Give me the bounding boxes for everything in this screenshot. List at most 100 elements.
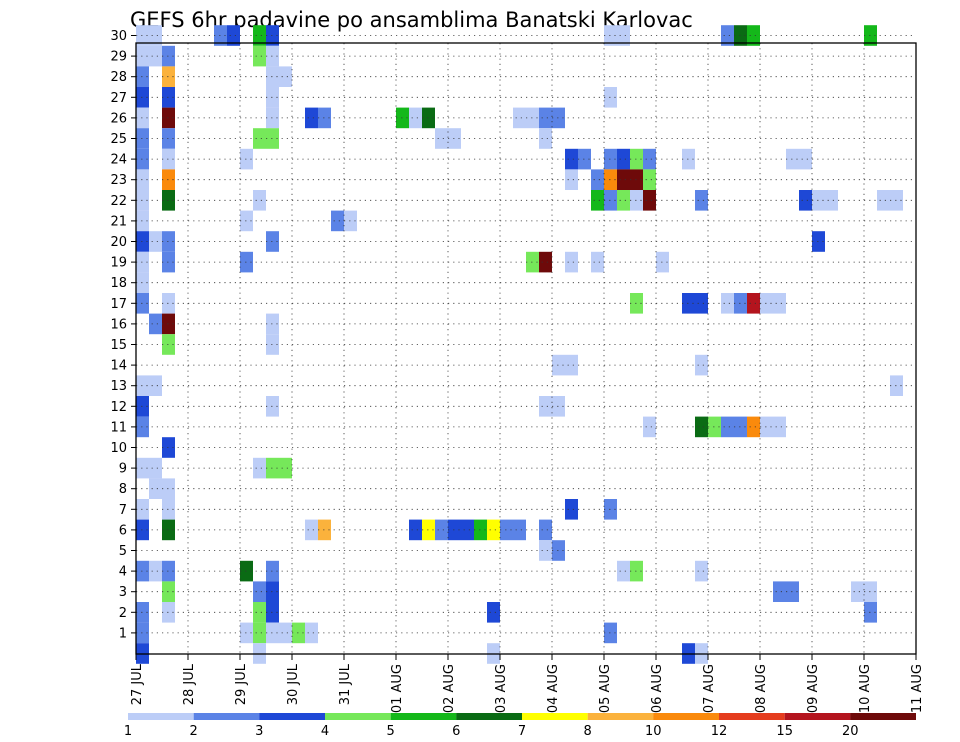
heatmap-cell (604, 499, 617, 520)
heatmap-cell (539, 107, 552, 129)
heatmap-cell (682, 148, 695, 170)
heatmap-cell (786, 581, 799, 602)
heatmap-cell (565, 251, 578, 273)
heatmap-cell (422, 519, 435, 541)
heatmap-cell (526, 251, 539, 273)
heatmap-cell (552, 540, 565, 561)
heatmap-cell (721, 293, 734, 314)
heatmap-cell (604, 622, 617, 644)
heatmap-cell (162, 519, 175, 541)
heatmap-cell (890, 375, 903, 396)
heatmap-cell (500, 519, 513, 541)
heatmap-cell (604, 190, 617, 211)
heatmap-cell (136, 66, 149, 87)
heatmap-cell (266, 313, 279, 335)
heatmap-cell (240, 210, 253, 232)
y-tick-label: 19 (110, 256, 127, 271)
heatmap-cell (136, 251, 149, 273)
y-tick-label: 5 (119, 544, 127, 559)
y-tick-label: 3 (119, 585, 127, 600)
y-tick-label: 26 (110, 111, 127, 126)
heatmap-cell (682, 293, 695, 314)
heatmap-cell (136, 87, 149, 108)
y-tick-label: 12 (110, 400, 127, 415)
heatmap-cell (656, 251, 669, 273)
heatmap-cell (136, 293, 149, 314)
y-tick-label: 24 (110, 153, 127, 168)
heatmap-cell (344, 210, 357, 232)
colorbar-swatch (259, 713, 325, 720)
y-tick-label: 11 (110, 420, 127, 435)
heatmap-cells (136, 25, 903, 664)
heatmap-cell (240, 560, 253, 582)
heatmap-cell (266, 107, 279, 129)
heatmap-cell (435, 519, 448, 541)
heatmap-cell (240, 251, 253, 273)
x-tick-label: 30 JUL (286, 663, 301, 705)
heatmap-cell (266, 560, 279, 582)
heatmap-cell (240, 622, 253, 644)
heatmap-cell (799, 190, 812, 211)
heatmap-cell (162, 148, 175, 170)
heatmap-cell (136, 169, 149, 190)
heatmap-cell (136, 210, 149, 232)
heatmap-cell (279, 66, 292, 87)
heatmap-cell (162, 293, 175, 314)
heatmap-cell (760, 416, 773, 438)
heatmap-cell (305, 107, 318, 129)
x-tick-label: 31 JUL (338, 663, 353, 705)
y-tick-label: 14 (110, 359, 127, 374)
heatmap-cell (149, 25, 162, 46)
heatmap-cell (136, 622, 149, 644)
y-tick-label: 15 (110, 338, 127, 353)
heatmap-cell (253, 190, 266, 211)
heatmap-cell (162, 128, 175, 149)
heatmap-cell (253, 622, 266, 644)
heatmap-cell (162, 478, 175, 499)
heatmap-cell (149, 478, 162, 499)
heatmap-cell (539, 519, 552, 541)
heatmap-cell (266, 622, 279, 644)
heatmap-cell (162, 313, 175, 335)
heatmap-cell (149, 560, 162, 582)
colorbar-label: 1 (124, 724, 132, 739)
y-tick-label: 1 (119, 626, 127, 641)
x-tick-label: 07 AUG (702, 664, 717, 713)
heatmap-cell (695, 293, 708, 314)
heatmap-cell (799, 148, 812, 170)
heatmap-cell (253, 25, 266, 46)
heatmap-cell (409, 107, 422, 129)
heatmap-cell (643, 416, 656, 438)
heatmap-cell (474, 519, 487, 541)
colorbar: 1 2 3 4 5 6 7 8 10 12 15 20 (124, 713, 916, 739)
x-tick-label: 03 AUG (494, 664, 509, 713)
heatmap-cell (695, 354, 708, 376)
heatmap-cell (266, 602, 279, 623)
heatmap-cell (773, 416, 786, 438)
heatmap-cell (136, 148, 149, 170)
y-tick-label: 10 (110, 441, 127, 456)
heatmap-cell (747, 25, 760, 46)
y-tick-label: 16 (110, 317, 127, 332)
heatmap-cell (812, 231, 825, 252)
heatmap-cell (539, 128, 552, 149)
heatmap-cell (136, 457, 149, 479)
heatmap-cell (617, 169, 630, 190)
heatmap-cell (591, 169, 604, 190)
heatmap-cell (136, 499, 149, 520)
heatmap-cell (539, 396, 552, 417)
colorbar-label: 20 (842, 724, 859, 739)
heatmap-cell (162, 87, 175, 108)
y-tick-label: 17 (110, 297, 127, 312)
y-tick-label: 13 (110, 379, 127, 394)
heatmap-cell (149, 45, 162, 67)
heatmap-cell (266, 457, 279, 479)
colorbar-swatch (719, 713, 785, 720)
heatmap-cell (279, 457, 292, 479)
heatmap-cell (565, 169, 578, 190)
heatmap-cell (591, 190, 604, 211)
heatmap-cell (695, 190, 708, 211)
heatmap-cell (630, 560, 643, 582)
heatmap-cell (162, 602, 175, 623)
heatmap-cell (721, 416, 734, 438)
